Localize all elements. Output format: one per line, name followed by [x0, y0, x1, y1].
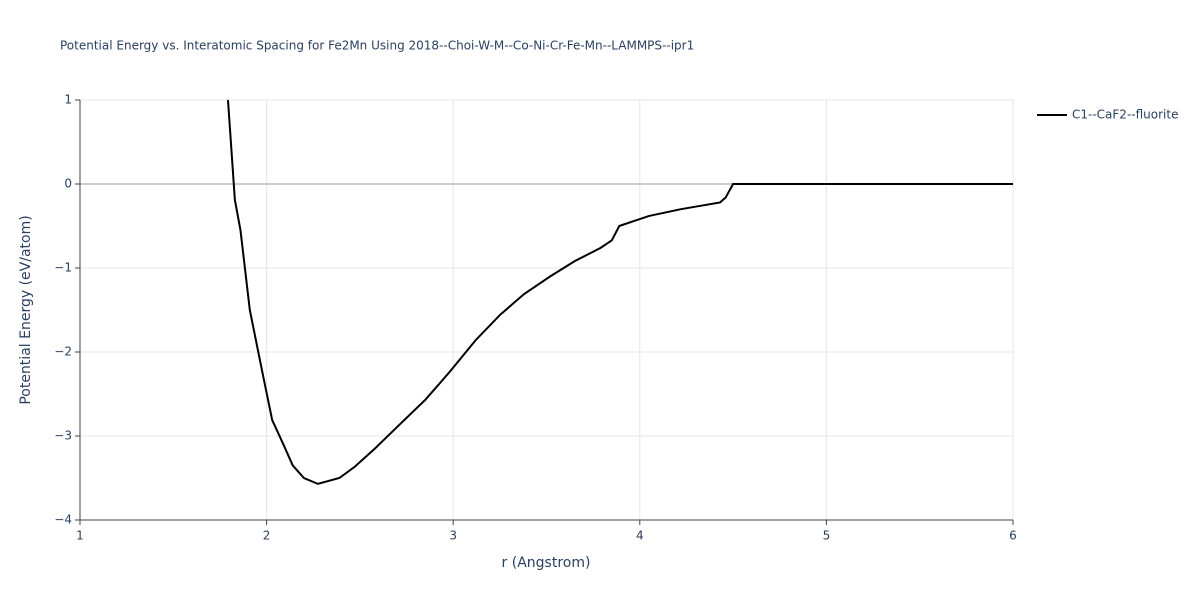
y-axis-title: Potential Energy (eV/atom) — [18, 215, 34, 404]
legend-label: C1--CaF2--fluorite — [1072, 108, 1178, 122]
chart-title: Potential Energy vs. Interatomic Spacing… — [60, 39, 694, 53]
x-tick-label: 6 — [1009, 529, 1017, 543]
x-tick-label: 1 — [76, 529, 84, 543]
x-tick-label: 4 — [636, 529, 644, 543]
x-tick-label: 5 — [823, 529, 831, 543]
y-tick-label: −2 — [54, 345, 72, 359]
x-tick-label: 2 — [263, 529, 271, 543]
x-axis-title: r (Angstrom) — [502, 555, 591, 571]
y-tick-label: 0 — [64, 177, 72, 191]
line-series — [226, 99, 1013, 485]
y-tick-label: −3 — [54, 429, 72, 443]
y-tick-label: −1 — [54, 261, 72, 275]
y-tick-label: −4 — [54, 513, 72, 527]
y-tick-label: 1 — [64, 93, 72, 107]
x-tick-label: 3 — [449, 529, 457, 543]
